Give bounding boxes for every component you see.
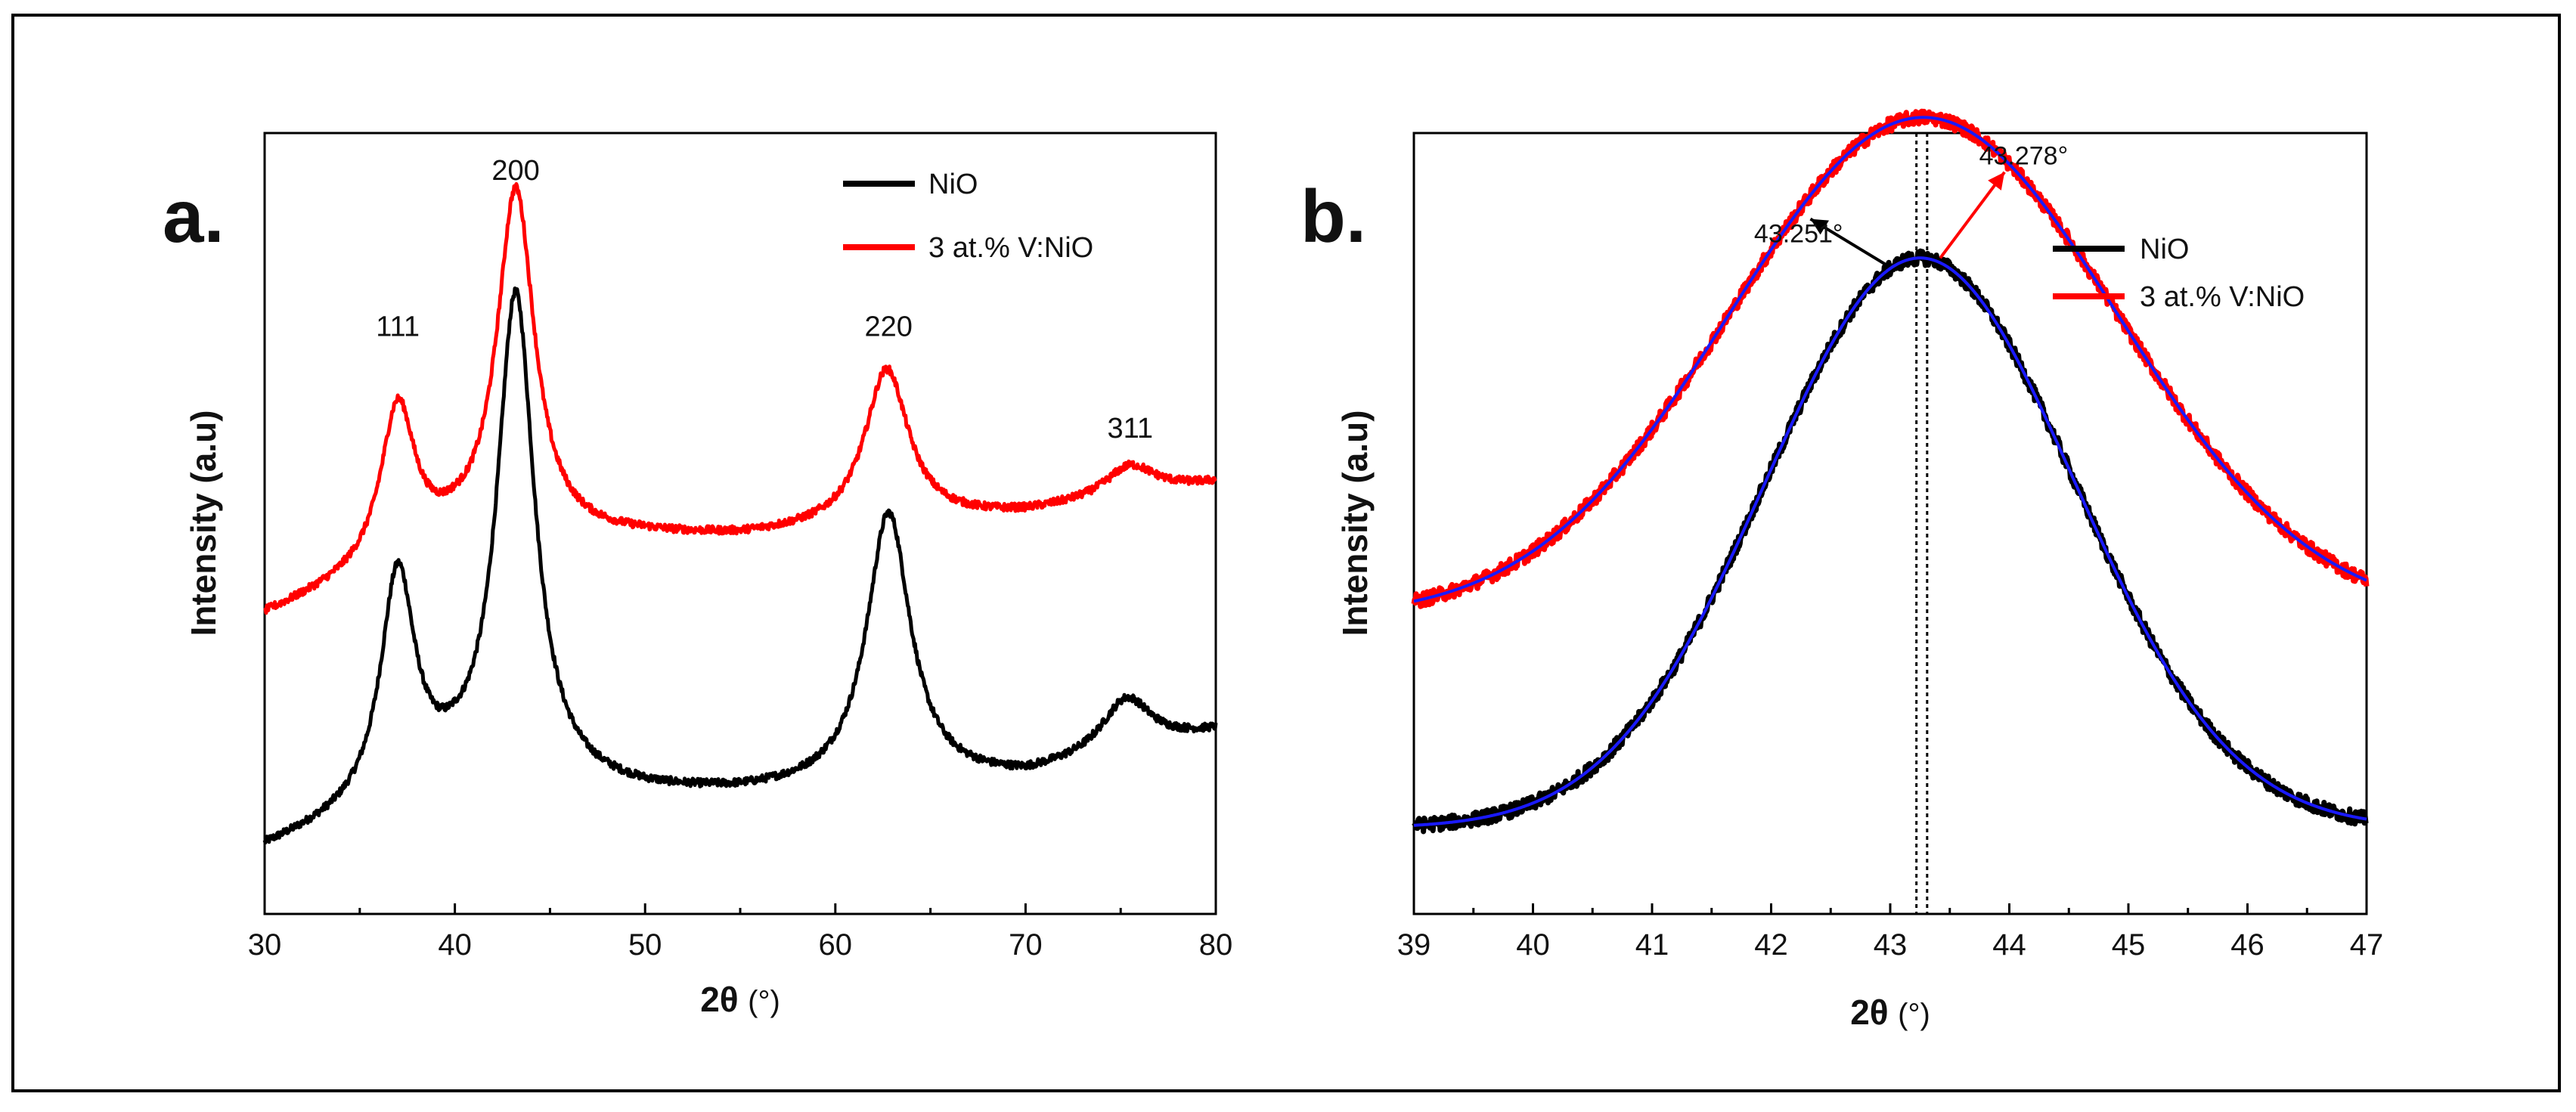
panel-b-x-ticks: 39 40 41 42 43 44 45 46 47: [1397, 903, 2384, 962]
panel-b-series-group: [1411, 108, 2370, 835]
panel-a-x-tick-label: 40: [438, 928, 472, 962]
panel-b-fit-vnio: [1413, 116, 2367, 603]
panel-b-legend-label-vnio: 3 at.% V:NiO: [2140, 281, 2305, 313]
panel-a-x-axis-symbol: 2θ: [700, 980, 738, 1019]
panel-b-x-tick-label: 40: [1516, 928, 1550, 962]
panel-a-chart: 30 40 50 60 70 80 111 200 220 311 a. Intensity (…: [163, 132, 1233, 1019]
panel-a-x-tick-label: 80: [1199, 928, 1233, 962]
panel-b-x-tick-label: 39: [1397, 928, 1431, 962]
panel-b-x-tick-label: 41: [1635, 928, 1669, 962]
peak-label-111: 111: [376, 311, 420, 343]
panel-a-series-nio: [262, 287, 1218, 845]
annotation-arrowhead-0: [1810, 218, 1829, 235]
panel-b-legend: NiO 3 at.% V:NiO: [2053, 234, 2305, 313]
panel-b-chart: 39 40 41 42 43 44 45 46 47 43.251° 43.278° b. Int…: [1300, 108, 2384, 1032]
annotation-arrowhead-1: [1988, 172, 2005, 190]
panel-b-x-tick-label: 47: [2350, 928, 2384, 962]
panel-b-x-axis-title: 2θ (°): [1850, 993, 1930, 1032]
panel-b-annotations: 43.251° 43.278°: [1754, 141, 2069, 268]
panel-b-y-axis-title: Intensity (a.u): [1335, 410, 1375, 636]
panel-b-x-axis-unit: (°): [1898, 998, 1930, 1031]
panel-b-label: b.: [1300, 175, 1366, 258]
panel-b-x-tick-label: 44: [1992, 928, 2026, 962]
panel-b-fit-nio: [1413, 256, 2367, 827]
panel-a-x-tick-label: 70: [1009, 928, 1043, 962]
panel-a-x-tick-label: 30: [248, 928, 282, 962]
panel-a-x-ticks: 30 40 50 60 70 80: [248, 903, 1233, 962]
panel-b-x-tick-label: 42: [1754, 928, 1788, 962]
panel-b-x-tick-label: 43: [1874, 928, 1908, 962]
panel-a-y-axis-title: Intensity (a.u): [184, 410, 223, 636]
panel-a-x-axis-title: 2θ (°): [700, 980, 780, 1019]
panel-a-label: a.: [163, 175, 225, 258]
peak-label-220: 220: [865, 311, 913, 343]
panel-b-x-axis-symbol: 2θ: [1850, 993, 1888, 1032]
annotation-arrow-1: [1939, 171, 2006, 259]
panel-b-x-tick-label: 45: [2112, 928, 2146, 962]
panel-b-x-tick-label: 46: [2230, 928, 2264, 962]
annotation-label-1: 43.278°: [1979, 141, 2069, 170]
outer-frame: [11, 14, 2561, 1092]
panel-a-peak-labels: 111 200 220 311: [376, 155, 1153, 444]
annotation-label-0: 43.251°: [1754, 220, 1843, 249]
panel-a-series-group: [262, 181, 1218, 845]
peak-label-200: 200: [491, 155, 539, 187]
panel-a-series-vnio: [263, 181, 1217, 615]
panel-a-legend: NiO 3 at.% V:NiO: [843, 169, 1093, 264]
panel-b-legend-label-nio: NiO: [2140, 234, 2189, 265]
panel-a-x-axis-unit: (°): [748, 985, 780, 1018]
panel-a-x-tick-label: 50: [628, 928, 662, 962]
peak-label-311: 311: [1107, 413, 1153, 444]
panel-a-x-tick-label: 60: [819, 928, 853, 962]
panel-a-legend-label-vnio: 3 at.% V:NiO: [928, 232, 1093, 264]
panel-a-legend-label-nio: NiO: [928, 169, 978, 200]
